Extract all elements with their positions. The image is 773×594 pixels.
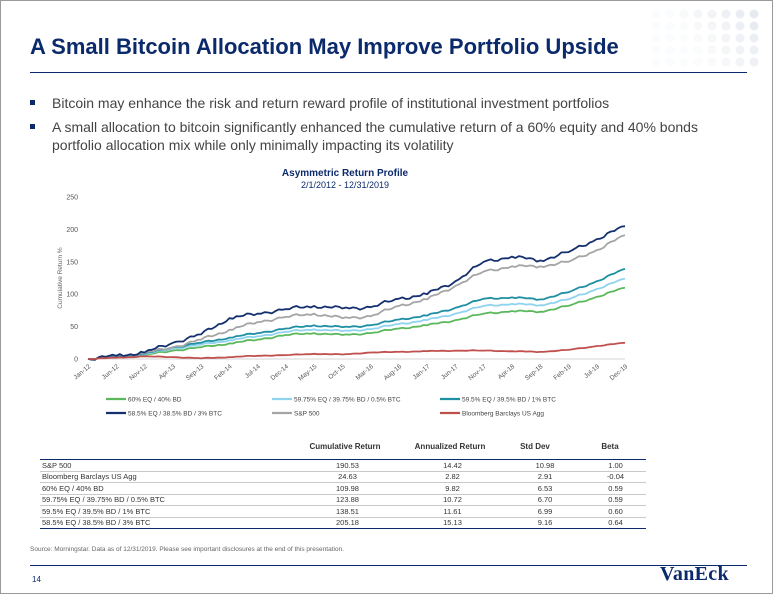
bullet-text: Bitcoin may enhance the risk and return … [52,95,610,111]
table-header-cumulative: Cumulative Return [309,442,381,451]
table-cell: -0.04 [585,471,646,483]
series-line [87,234,626,361]
x-tick-label: Dec-14 [270,363,291,382]
x-tick-label: Mar-16 [355,363,376,382]
table-cell: 9.82 [400,482,505,495]
x-tick-label: Jun-17 [440,363,460,381]
returns-table: S&P 500 190.53 14.42 10.98 1.00 Bloomberg Bar… [40,459,646,529]
source-note: Source: Morningstar. Data as of 12/31/20… [30,546,344,553]
x-tick-label: Aug-16 [383,363,404,382]
square-bullet-icon [30,100,35,105]
x-tick-label: Apr-13 [158,363,178,381]
table-row: 59.75% EQ / 39.75% BD / 0.5% BTC 123.88 10… [40,494,646,506]
table-cell: 1.00 [585,459,646,472]
table-cell: 0.59 [585,482,646,495]
x-tick-label: Sep-13 [185,363,206,382]
series-line [87,225,626,361]
table-row: 58.5% EQ / 38.5% BD / 3% BTC 205.18 15.13 9… [40,517,646,529]
y-tick-label: 100 [66,292,78,299]
table-cell: 10.98 [505,459,585,472]
x-tick-label: May-15 [297,363,318,383]
row-label: 59.5% EQ / 39.5% BD / 1% BTC [40,505,295,518]
footer-divider [30,565,747,566]
table-row: 59.5% EQ / 39.5% BD / 1% BTC 138.51 11.61 6… [40,505,646,518]
table-cell: 205.18 [295,517,400,529]
table-header-beta: Beta [601,442,619,451]
title-divider [30,72,747,73]
table-cell: 9.16 [505,517,585,529]
row-label: 60% EQ / 40% BD [40,482,295,495]
series-line [87,286,626,361]
table-cell: 0.64 [585,517,646,529]
legend-label: 59.75% EQ / 39.75% BD / 0.5% BTC [294,397,401,404]
table-row: S&P 500 190.53 14.42 10.98 1.00 [40,459,646,472]
table-cell: 2.82 [400,471,505,483]
table-header-annualized: Annualized Return [414,442,486,451]
x-tick-label: Sep-18 [524,363,545,382]
table-cell: 15.13 [400,517,505,529]
x-tick-label: Jan-12 [73,363,93,381]
table-cell: 123.88 [295,494,400,506]
bullet-item: A small allocation to bitcoin significan… [30,118,740,154]
row-label: Bloomberg Barclays US Agg [40,471,295,483]
bullet-text: A small allocation to bitcoin significan… [52,119,698,153]
table-cell: 11.61 [400,505,505,518]
decorative-dot-pattern [651,9,759,67]
x-tick-label: Oct-15 [327,363,347,381]
y-tick-label: 250 [66,195,78,202]
x-tick-label: Feb-14 [213,363,234,382]
table-cell: 2.91 [505,471,585,483]
table-cell: 138.51 [295,505,400,518]
x-tick-label: Jul-19 [583,363,601,380]
bullet-list: Bitcoin may enhance the risk and return … [30,94,740,160]
chart-subtitle: 2/1/2012 - 12/31/2019 [300,180,390,190]
y-tick-label: 0 [74,357,78,364]
table-header-stddev: Std Dev [520,442,550,451]
row-label: S&P 500 [40,459,295,472]
table-cell: 6.99 [505,505,585,518]
legend-label: 58.5% EQ / 38.5% BD / 3% BTC [128,411,222,418]
y-tick-label: 50 [70,324,78,331]
page-number: 14 [32,575,41,584]
y-tick-label: 150 [66,259,78,266]
table-cell: 24.63 [295,471,400,483]
x-tick-label: Jun-12 [101,363,121,381]
row-label: 59.75% EQ / 39.75% BD / 0.5% BTC [40,494,295,506]
legend-label: 60% EQ / 40% BD [128,397,182,404]
x-tick-label: Nov-12 [128,363,149,382]
x-tick-label: Apr-18 [497,363,517,381]
table-cell: 0.59 [585,494,646,506]
table-row: 60% EQ / 40% BD 109.98 9.82 6.53 0.59 [40,482,646,495]
table-cell: 6.53 [505,482,585,495]
series-line [87,277,626,361]
series-line [88,341,626,360]
table-cell: 0.60 [585,505,646,518]
x-tick-label: Feb-19 [552,363,573,382]
table-row: Bloomberg Barclays US Agg 24.63 2.82 2.91 -0… [40,471,646,483]
x-tick-label: Jan-17 [412,363,432,381]
table-cell: 10.72 [400,494,505,506]
line-chart: 0 50 100 150 200 250 Cumulative Return % Jan-12… [57,195,630,418]
row-label: 58.5% EQ / 38.5% BD / 3% BTC [40,517,295,529]
x-tick-label: Jul-14 [244,363,262,380]
vaneck-logo: VanEck [660,563,729,585]
legend-label: S&P 500 [294,411,320,418]
y-tick-label: 200 [66,227,78,234]
legend-label: Bloomberg Barclays US Agg [462,411,544,418]
y-axis-label: Cumulative Return % [57,247,64,309]
square-bullet-icon [30,124,35,129]
slide-title: A Small Bitcoin Allocation May Improve P… [30,34,619,59]
table-cell: 190.53 [295,459,400,472]
chart-title: Asymmetric Return Profile [281,168,409,179]
table-cell: 109.98 [295,482,400,495]
bullet-item: Bitcoin may enhance the risk and return … [30,94,740,112]
table-cell: 14.42 [400,459,505,472]
table-cell: 6.70 [505,494,585,506]
legend-label: 59.5% EQ / 39.5% BD / 1% BTC [462,397,556,404]
x-tick-label: Dec-19 [609,363,630,382]
x-tick-label: Nov-17 [467,363,488,382]
